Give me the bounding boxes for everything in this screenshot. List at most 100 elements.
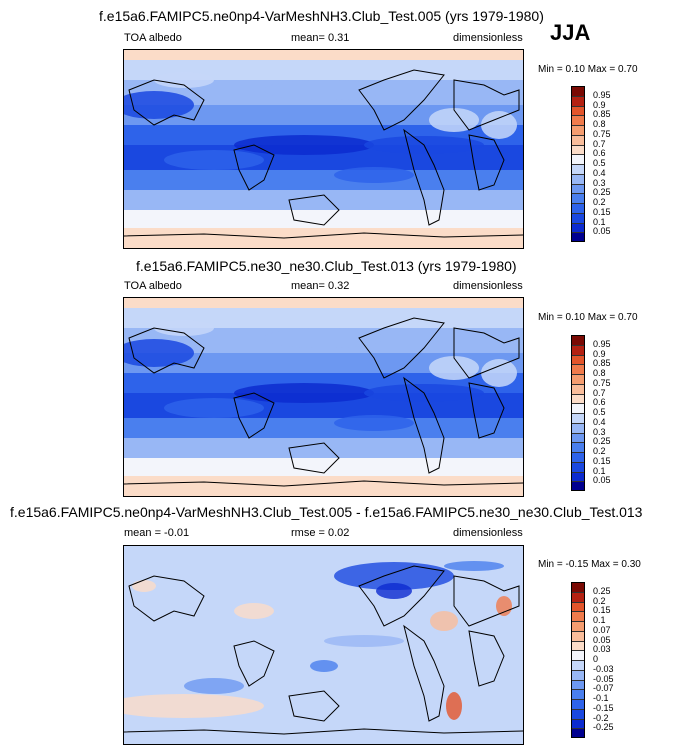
albedo-band bbox=[124, 476, 523, 496]
coastline bbox=[403, 128, 445, 226]
colorbar-3-tick-label: -0.05 bbox=[593, 673, 614, 684]
albedo-band bbox=[124, 458, 523, 476]
colorbar-3-cell bbox=[571, 621, 585, 631]
colorbar-1-cell bbox=[571, 154, 585, 164]
panel-3-title: f.e15a6.FAMIPC5.ne0np4-VarMeshNH3.Club_T… bbox=[10, 504, 643, 520]
colorbar-1-tick-label: 0.3 bbox=[593, 177, 606, 188]
diff-feature bbox=[124, 694, 264, 718]
albedo-feature bbox=[124, 339, 194, 367]
colorbar-3-cell bbox=[571, 689, 585, 699]
albedo-band bbox=[124, 353, 523, 373]
colorbar-3-tick-label: -0.25 bbox=[593, 722, 614, 733]
colorbar-1-tick-label: 0.15 bbox=[593, 206, 611, 217]
colorbar-2-tick-label: 0.25 bbox=[593, 436, 611, 447]
albedo-feature bbox=[334, 167, 414, 183]
colorbar-2-tick-label: 0.4 bbox=[593, 416, 606, 427]
colorbar-3-cell bbox=[571, 728, 585, 738]
colorbar-2-frame bbox=[571, 335, 585, 491]
panel-2-units: dimensionless bbox=[453, 280, 523, 292]
colorbar-3-tick-label: 0.07 bbox=[593, 624, 611, 635]
albedo-band bbox=[124, 418, 523, 438]
colorbar-2-tick-label: 0.05 bbox=[593, 475, 611, 486]
colorbar-2-tick-label: 0.15 bbox=[593, 455, 611, 466]
season-label: JJA bbox=[550, 20, 591, 45]
diff-feature bbox=[184, 678, 244, 694]
colorbar-1-tick-label: 0.8 bbox=[593, 119, 606, 129]
colorbar-1-cell bbox=[571, 144, 585, 155]
colorbar-1-cell bbox=[571, 134, 585, 145]
diff-feature bbox=[376, 583, 412, 599]
coastline bbox=[233, 392, 275, 439]
colorbar-1-tick-label: 0.2 bbox=[593, 197, 606, 207]
albedo-feature bbox=[481, 111, 517, 139]
colorbar-3-frame bbox=[571, 582, 585, 738]
colorbar-1-tick-label: 0.4 bbox=[593, 167, 606, 178]
colorbar-1-frame bbox=[571, 86, 585, 242]
colorbar-2-tick-label: 0.3 bbox=[593, 426, 606, 437]
coastline bbox=[124, 728, 523, 735]
colorbar-3-cell bbox=[571, 591, 585, 602]
albedo-band bbox=[124, 210, 523, 228]
panel-3-range: Min = -0.15 Max = 0.30 bbox=[538, 559, 641, 570]
colorbar-3-cell bbox=[571, 699, 585, 709]
albedo-band bbox=[124, 190, 523, 210]
diff-feature bbox=[496, 596, 512, 616]
colorbar-1-tick-label: 0.95 bbox=[593, 89, 611, 100]
colorbar-3-tick-label: 0.03 bbox=[593, 644, 611, 655]
colorbar-3-cell bbox=[571, 582, 585, 592]
colorbar-1-tick-label: 0.05 bbox=[593, 226, 611, 237]
albedo-feature bbox=[334, 415, 414, 431]
coastline bbox=[233, 144, 275, 191]
panel-3-units: dimensionless bbox=[453, 527, 523, 539]
albedo-band bbox=[124, 438, 523, 458]
panel-2-map bbox=[123, 297, 524, 497]
colorbar-2-tick-label: 0.7 bbox=[593, 387, 606, 398]
colorbar-2-cell bbox=[571, 374, 585, 384]
albedo-band bbox=[124, 170, 523, 190]
colorbar-2-cell bbox=[571, 354, 585, 365]
coastline bbox=[403, 624, 445, 722]
albedo-feature bbox=[154, 320, 214, 336]
colorbar-2-cell bbox=[571, 393, 585, 404]
colorbar-3-tick-label: -0.2 bbox=[593, 712, 609, 723]
panel-3-colorbar: -0.25 -0.2 -0.15 -0.1 -0.07 -0.05 -0.03 0 0.03 0.… bbox=[571, 582, 651, 738]
coastline bbox=[124, 232, 523, 239]
colorbar-1-cell bbox=[571, 222, 585, 233]
colorbar-3-tick-label: 0.2 bbox=[593, 595, 606, 606]
colorbar-2-tick-label: 0.6 bbox=[593, 397, 606, 408]
albedo-band bbox=[124, 50, 523, 60]
panel-2-range: Min = 0.10 Max = 0.70 bbox=[538, 312, 638, 323]
coastline bbox=[453, 575, 520, 627]
albedo-feature bbox=[264, 328, 384, 348]
albedo-band bbox=[124, 60, 523, 80]
colorbar-3-tick-label: -0.1 bbox=[593, 693, 609, 703]
colorbar-2-tick-label: 0.85 bbox=[593, 358, 611, 369]
panel-1-title: f.e15a6.FAMIPC5.ne0np4-VarMeshNH3.Club_T… bbox=[99, 8, 544, 24]
coastline bbox=[288, 194, 340, 226]
colorbar-2-tick-label: 0.1 bbox=[593, 465, 606, 476]
colorbar-2-cell bbox=[571, 364, 585, 374]
coastline bbox=[128, 327, 205, 374]
albedo-feature bbox=[164, 398, 264, 418]
colorbar-2-tick-label: 0.9 bbox=[593, 348, 606, 359]
albedo-band bbox=[124, 228, 523, 248]
colorbar-2-cell bbox=[571, 481, 585, 491]
colorbar-1-tick-label: 0.9 bbox=[593, 99, 606, 110]
colorbar-3-cell bbox=[571, 679, 585, 690]
colorbar-3-tick-label: 0.1 bbox=[593, 615, 606, 625]
albedo-band bbox=[124, 308, 523, 328]
colorbar-3-cell bbox=[571, 611, 585, 621]
panel-2-variable: TOA albedo bbox=[124, 280, 182, 292]
panel-1-units: dimensionless bbox=[453, 32, 523, 44]
colorbar-3-cell bbox=[571, 650, 585, 660]
colorbar-1-cell bbox=[571, 86, 585, 96]
colorbar-1-cell bbox=[571, 125, 585, 135]
colorbar-3-tick-label: -0.15 bbox=[593, 702, 614, 713]
colorbar-2-cell bbox=[571, 403, 585, 413]
colorbar-1-cell bbox=[571, 105, 585, 116]
coastline bbox=[128, 79, 205, 126]
coastline bbox=[468, 630, 505, 687]
albedo-feature bbox=[234, 135, 374, 155]
colorbar-1-tick-label: 0.5 bbox=[593, 158, 606, 168]
diff-feature bbox=[444, 561, 504, 571]
